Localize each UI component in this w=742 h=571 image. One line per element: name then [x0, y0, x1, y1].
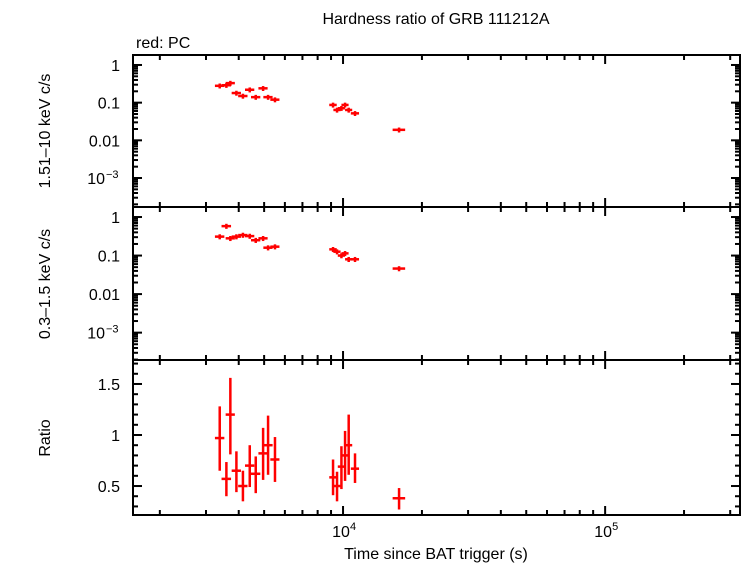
legend-note: red: PC: [136, 35, 190, 52]
x-axis-label: Time since BAT trigger (s): [344, 546, 528, 563]
panel-1-frame: [132, 54, 741, 208]
panel-2-y-tick-label: 0.1: [98, 249, 120, 266]
panel-2-frame: [132, 206, 741, 361]
panel-2-y-tick-label: 10: [87, 326, 105, 343]
panel-1-y-tick-label: 1: [111, 58, 120, 75]
x-tick-label: 10: [332, 524, 350, 541]
panel-1-y-tick-label: 0.1: [98, 96, 120, 113]
panel3-y-label: Ratio: [37, 419, 54, 456]
panel-1-y-tick-label: 10: [87, 171, 105, 188]
chart-title: Hardness ratio of GRB 111212A: [322, 11, 549, 28]
x-tick-exponent: 5: [612, 521, 618, 533]
panel2-y-label: 0.3–1.5 keV c/s: [37, 229, 54, 339]
panel-3-frame: [132, 359, 741, 516]
panel-3-y-tick-label: 1.5: [98, 377, 120, 394]
y-tick-exponent: −3: [106, 169, 119, 181]
x-tick-label: 10: [594, 524, 612, 541]
panel-1-y-tick-label: 0.01: [89, 133, 120, 150]
x-tick-exponent: 4: [350, 521, 356, 533]
panel-3-y-tick-label: 0.5: [98, 479, 120, 496]
panel-3-y-tick-label: 1: [111, 428, 120, 445]
y-tick-exponent: −3: [106, 324, 119, 336]
panel-2-y-tick-label: 0.01: [89, 287, 120, 304]
panel-2-y-tick-label: 1: [111, 210, 120, 227]
panel1-y-label: 1.51–10 keV c/s: [37, 74, 54, 189]
